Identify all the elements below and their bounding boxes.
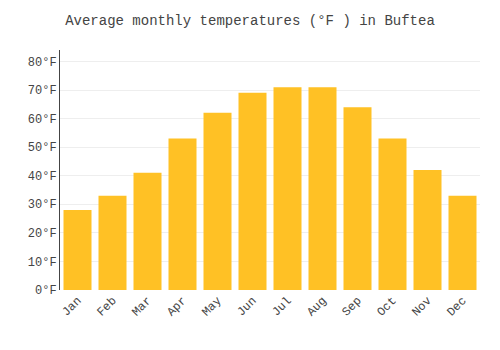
svg-text:Nov: Nov [409, 294, 434, 319]
svg-text:Average monthly temperatures (: Average monthly temperatures (°F ) in Bu… [65, 13, 435, 29]
svg-text:30°F: 30°F [28, 198, 57, 212]
svg-text:0°F: 0°F [35, 284, 57, 298]
svg-text:Sep: Sep [339, 294, 364, 319]
svg-text:70°F: 70°F [28, 84, 57, 98]
svg-text:Mar: Mar [129, 294, 154, 319]
svg-text:50°F: 50°F [28, 141, 57, 155]
svg-text:40°F: 40°F [28, 170, 57, 184]
svg-text:May: May [199, 294, 224, 319]
svg-text:Apr: Apr [164, 294, 189, 319]
svg-text:Feb: Feb [94, 294, 119, 319]
svg-text:Jun: Jun [234, 294, 259, 319]
svg-text:Jul: Jul [269, 294, 294, 319]
svg-text:Jan: Jan [59, 294, 84, 319]
svg-text:60°F: 60°F [28, 113, 57, 127]
svg-text:Dec: Dec [444, 294, 469, 319]
svg-text:Aug: Aug [304, 294, 329, 319]
svg-text:80°F: 80°F [28, 56, 57, 70]
svg-text:20°F: 20°F [28, 227, 57, 241]
svg-text:10°F: 10°F [28, 256, 57, 270]
svg-text:Oct: Oct [374, 294, 399, 319]
